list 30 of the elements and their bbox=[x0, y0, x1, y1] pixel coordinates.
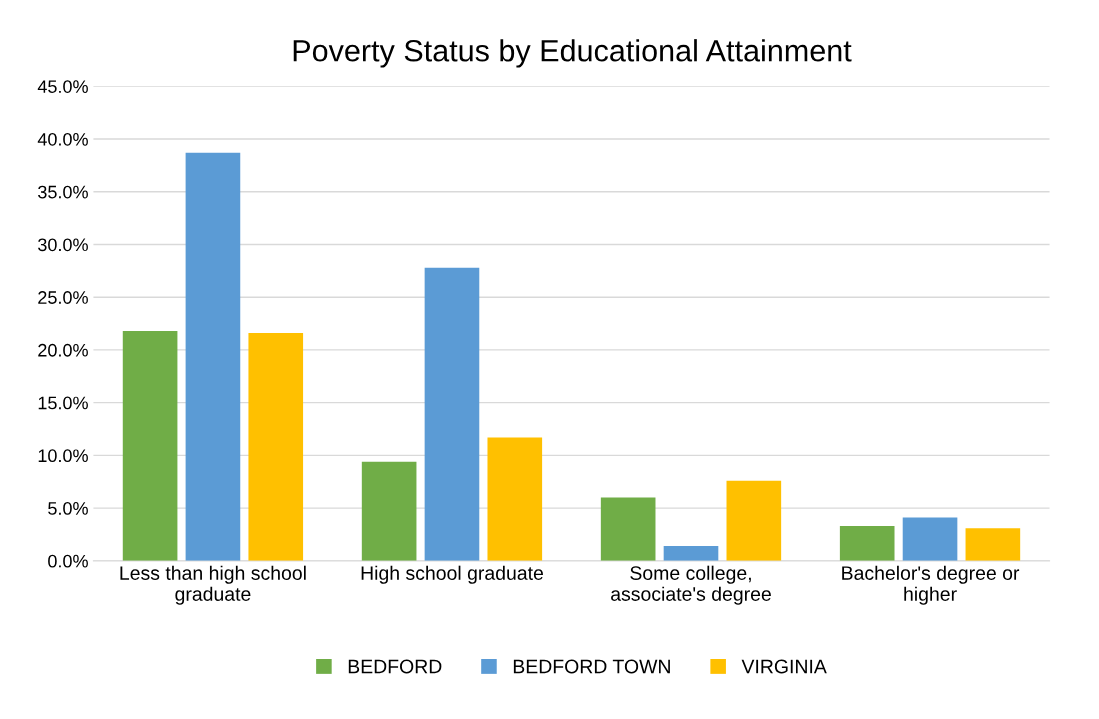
bar bbox=[361, 461, 417, 561]
bar bbox=[424, 267, 480, 561]
y-tick-label: 25.0% bbox=[38, 291, 88, 304]
y-tick-label: 10.0% bbox=[38, 449, 88, 463]
y-tick-label: 40.0% bbox=[37, 132, 88, 146]
x-tick-label: Less than high school graduate bbox=[120, 565, 306, 605]
y-tick-label: 30.0% bbox=[38, 238, 88, 252]
y-tick-label: 15.0% bbox=[38, 396, 88, 410]
bar bbox=[248, 333, 304, 561]
bar bbox=[487, 437, 543, 561]
y-tick-label: 0.0% bbox=[48, 554, 88, 568]
bar bbox=[726, 480, 782, 561]
legend-label: VIRGINIA bbox=[741, 659, 827, 674]
x-tick-label: Bachelor's degree or higher bbox=[842, 565, 1020, 605]
y-tick-label: 35.0% bbox=[38, 185, 88, 199]
bar bbox=[965, 528, 1021, 561]
bar bbox=[663, 546, 719, 561]
bar bbox=[185, 152, 241, 561]
y-tick-label: 5.0% bbox=[48, 502, 88, 515]
x-tick-label: High school graduate bbox=[361, 565, 543, 584]
bar bbox=[122, 330, 178, 561]
x-tick-label: Some college, associate's degree bbox=[611, 565, 771, 605]
legend-label: BEDFORD TOWN bbox=[513, 659, 670, 674]
legend-label: BEDFORD bbox=[348, 659, 442, 674]
bar bbox=[902, 517, 958, 561]
y-tick-label: 20.0% bbox=[38, 343, 88, 357]
chart-title: Poverty Status by Educational Attainment bbox=[293, 39, 852, 68]
bar bbox=[839, 526, 895, 561]
bar bbox=[600, 497, 656, 561]
y-tick-label: 45.0% bbox=[37, 80, 88, 93]
